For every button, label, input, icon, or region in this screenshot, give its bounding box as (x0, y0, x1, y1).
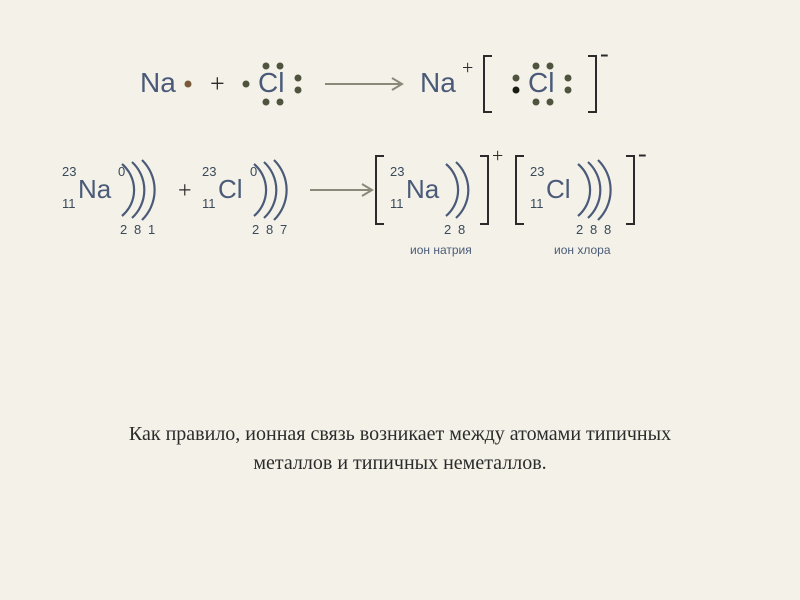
lewis-cl-ion-charge: - (600, 40, 609, 68)
lewis-cl-atom: Cl (243, 63, 302, 106)
lewis-na-ion-charge: + (462, 57, 473, 79)
lewis-plus: + (210, 69, 225, 98)
bohr-plus: + (178, 178, 192, 204)
svg-text:+: + (492, 145, 503, 167)
lewis-na-ion-symbol: Na (420, 67, 456, 98)
lewis-row: Na + Cl Na + (140, 40, 609, 112)
bohr-na-atom: 23 11 Na 0 2 8 1 (62, 160, 155, 237)
svg-text:8: 8 (604, 222, 611, 237)
na-ion-label: ион натрия (410, 243, 472, 257)
svg-text:23: 23 (530, 164, 544, 179)
lewis-cl-ion-symbol: Cl (528, 67, 554, 98)
bracket-left-icon (484, 56, 492, 112)
svg-text:23: 23 (62, 164, 76, 179)
svg-text:11: 11 (202, 196, 216, 211)
lewis-arrow-icon (325, 78, 402, 90)
svg-text:11: 11 (62, 196, 76, 211)
svg-text:23: 23 (390, 164, 404, 179)
chemistry-diagram: Na + Cl Na + (50, 40, 750, 320)
bohr-cl-atom: 23 11 Cl 0 2 8 7 (202, 160, 287, 237)
svg-text:23: 23 (202, 164, 216, 179)
bohr-arrow-icon (310, 184, 372, 196)
cl-ion-label: ион хлора (554, 243, 611, 257)
svg-text:11: 11 (530, 196, 544, 211)
bracket-right-icon (588, 56, 596, 112)
svg-text:-: - (638, 139, 647, 168)
diagram-svg: Na + Cl Na + (50, 40, 750, 320)
lewis-cl-ion: Cl - (484, 40, 609, 112)
svg-text:2: 2 (252, 222, 259, 237)
svg-text:2: 2 (444, 222, 451, 237)
svg-text:Cl: Cl (218, 174, 243, 204)
lewis-na-dot (185, 81, 192, 88)
bohr-row: 23 11 Na 0 2 8 1 + 23 11 Cl 0 2 8 7 (62, 139, 647, 257)
svg-text:8: 8 (266, 222, 273, 237)
svg-text:8: 8 (590, 222, 597, 237)
lewis-na-symbol: Na (140, 67, 176, 98)
svg-text:7: 7 (280, 222, 287, 237)
svg-text:Na: Na (78, 174, 112, 204)
svg-text:8: 8 (458, 222, 465, 237)
lewis-cl-symbol: Cl (258, 67, 284, 98)
bohr-cl-ion: 23 11 Cl 2 8 8 - ион хлора (516, 139, 647, 257)
svg-text:11: 11 (390, 196, 404, 211)
caption-text: Как правило, ионная связь возникает межд… (100, 420, 700, 478)
svg-text:2: 2 (576, 222, 583, 237)
svg-text:1: 1 (148, 222, 155, 237)
svg-text:8: 8 (134, 222, 141, 237)
svg-text:Cl: Cl (546, 174, 571, 204)
bohr-na-ion: 23 11 Na 2 8 + ион натрия (376, 145, 503, 257)
svg-text:Na: Na (406, 174, 440, 204)
svg-text:2: 2 (120, 222, 127, 237)
